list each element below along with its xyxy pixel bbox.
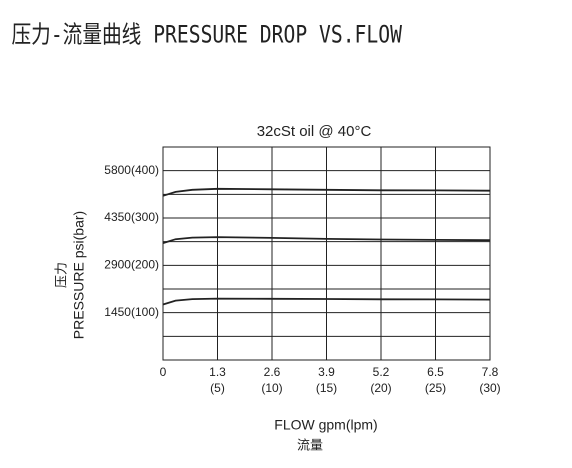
x-tick-label: 3.9 [318, 365, 335, 379]
x-tick-sublabel: (25) [425, 381, 446, 395]
series-line [162, 187, 491, 197]
y-axis-label: PRESSURE psi(bar) [71, 211, 87, 339]
y-axis-label-cn: 压力 [55, 262, 70, 288]
chart-title: 32cSt oil @ 40°C [257, 123, 372, 140]
x-tick-label: 6.5 [427, 365, 444, 379]
x-tick-label: 0 [160, 365, 167, 379]
x-axis-label-cn: 流量 [297, 439, 323, 454]
y-tick-label: 2900(200) [104, 258, 159, 272]
x-axis-label: FLOW gpm(lpm) [274, 417, 377, 433]
x-tick-label: 2.6 [264, 365, 281, 379]
x-tick-label: 5.2 [373, 365, 390, 379]
x-tick-label: 7.8 [482, 365, 499, 379]
series-line [162, 236, 491, 244]
y-tick-label: 4350(300) [104, 210, 159, 224]
x-tick-label: 1.3 [209, 365, 226, 379]
x-tick-sublabel: (20) [370, 381, 391, 395]
x-tick-sublabel: (30) [479, 381, 500, 395]
y-tick-label: 5800(400) [104, 163, 159, 177]
x-tick-sublabel: (15) [316, 381, 337, 395]
x-tick-sublabel: (10) [261, 381, 282, 395]
page-title: 压力-流量曲线 PRESSURE DROP VS.FLOW [11, 22, 402, 49]
y-tick-label: 1450(100) [104, 305, 159, 319]
x-tick-sublabel: (5) [210, 381, 225, 395]
series-line [162, 297, 491, 306]
